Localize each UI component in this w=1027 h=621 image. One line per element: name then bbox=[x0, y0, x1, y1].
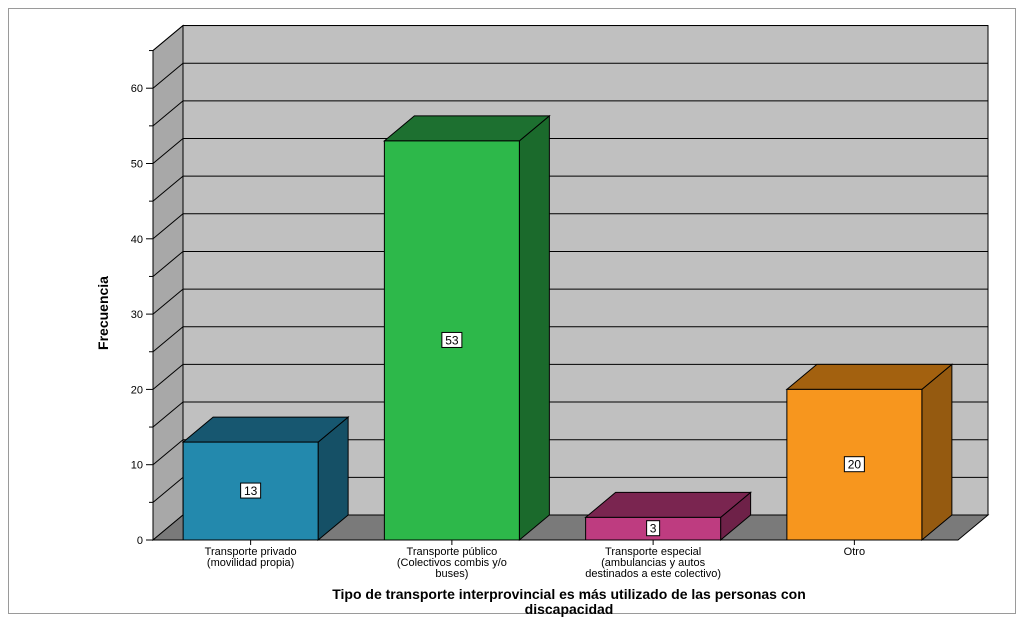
y-tick-label: 10 bbox=[131, 460, 143, 472]
x-axis-title-line-2: discapacidad bbox=[525, 601, 614, 617]
bar-top bbox=[785, 363, 954, 390]
x-tick-label: Transporte privado bbox=[205, 546, 297, 558]
bar-top bbox=[584, 491, 753, 518]
gridline-side bbox=[152, 62, 184, 89]
y-tick-label: 20 bbox=[131, 384, 143, 396]
data-label: 20 bbox=[843, 456, 865, 473]
x-tick-label: buses) bbox=[435, 568, 468, 580]
x-tick-label: (ambulancias y autos bbox=[601, 557, 705, 569]
data-label: 53 bbox=[441, 331, 463, 348]
data-label-box bbox=[843, 456, 865, 473]
gridline-side bbox=[152, 100, 184, 127]
gridline-side bbox=[152, 401, 184, 428]
data-label-box bbox=[441, 331, 463, 348]
gridline-side bbox=[152, 326, 184, 353]
gridline-side bbox=[152, 175, 184, 202]
gridline-side bbox=[152, 364, 184, 390]
gridline-side bbox=[152, 476, 184, 503]
x-tick-label: destinados a este colectivo) bbox=[585, 568, 721, 580]
bar-group: 3 bbox=[584, 491, 753, 542]
data-label-box bbox=[646, 520, 661, 537]
x-tick-label: Transporte especial bbox=[605, 546, 701, 558]
data-label-text: 20 bbox=[848, 458, 862, 472]
y-tick-label: 60 bbox=[131, 83, 143, 95]
gridline-side bbox=[152, 251, 184, 277]
data-label-text: 53 bbox=[445, 333, 459, 347]
x-axis: Transporte privado(movilidad propia) Tran… bbox=[153, 539, 958, 580]
data-label-text: 13 bbox=[244, 484, 258, 498]
gridline-side bbox=[152, 213, 184, 240]
x-tick-label: Transporte público bbox=[407, 546, 498, 558]
bar-group: 13 bbox=[181, 416, 350, 542]
data-label-box bbox=[240, 482, 262, 499]
bar-group: 53 bbox=[382, 114, 551, 542]
gridline-side bbox=[152, 25, 184, 51]
plot-side-wall bbox=[152, 24, 184, 542]
gridline-side bbox=[152, 138, 184, 164]
bars: 13 53 3 20 bbox=[181, 114, 954, 542]
x-axis-title-line-1: Tipo de transporte interprovincial es má… bbox=[332, 586, 806, 602]
x-tick-label: (movilidad propia) bbox=[207, 557, 294, 569]
bar-top bbox=[382, 115, 551, 142]
bar-side bbox=[518, 114, 550, 542]
y-tick-label: 40 bbox=[131, 234, 143, 246]
x-tick-label: (Colectivos combis y/o bbox=[397, 557, 507, 569]
y-tick-label: 30 bbox=[131, 309, 143, 321]
bar-group: 20 bbox=[785, 363, 954, 542]
data-label-text: 3 bbox=[650, 522, 657, 536]
y-axis: 0 10 20 30 40 50 60 bbox=[131, 50, 154, 547]
y-tick-label: 50 bbox=[131, 159, 143, 171]
y-tick-label: 0 bbox=[137, 535, 143, 547]
bar-top bbox=[181, 416, 350, 443]
gridline-side bbox=[152, 439, 184, 466]
data-label: 3 bbox=[646, 520, 661, 537]
bar-side bbox=[921, 363, 953, 542]
gridline-side bbox=[152, 288, 184, 315]
y-axis-title: Frecuencia bbox=[95, 276, 111, 350]
data-label: 13 bbox=[240, 482, 262, 499]
x-tick-label: Otro bbox=[844, 546, 865, 558]
